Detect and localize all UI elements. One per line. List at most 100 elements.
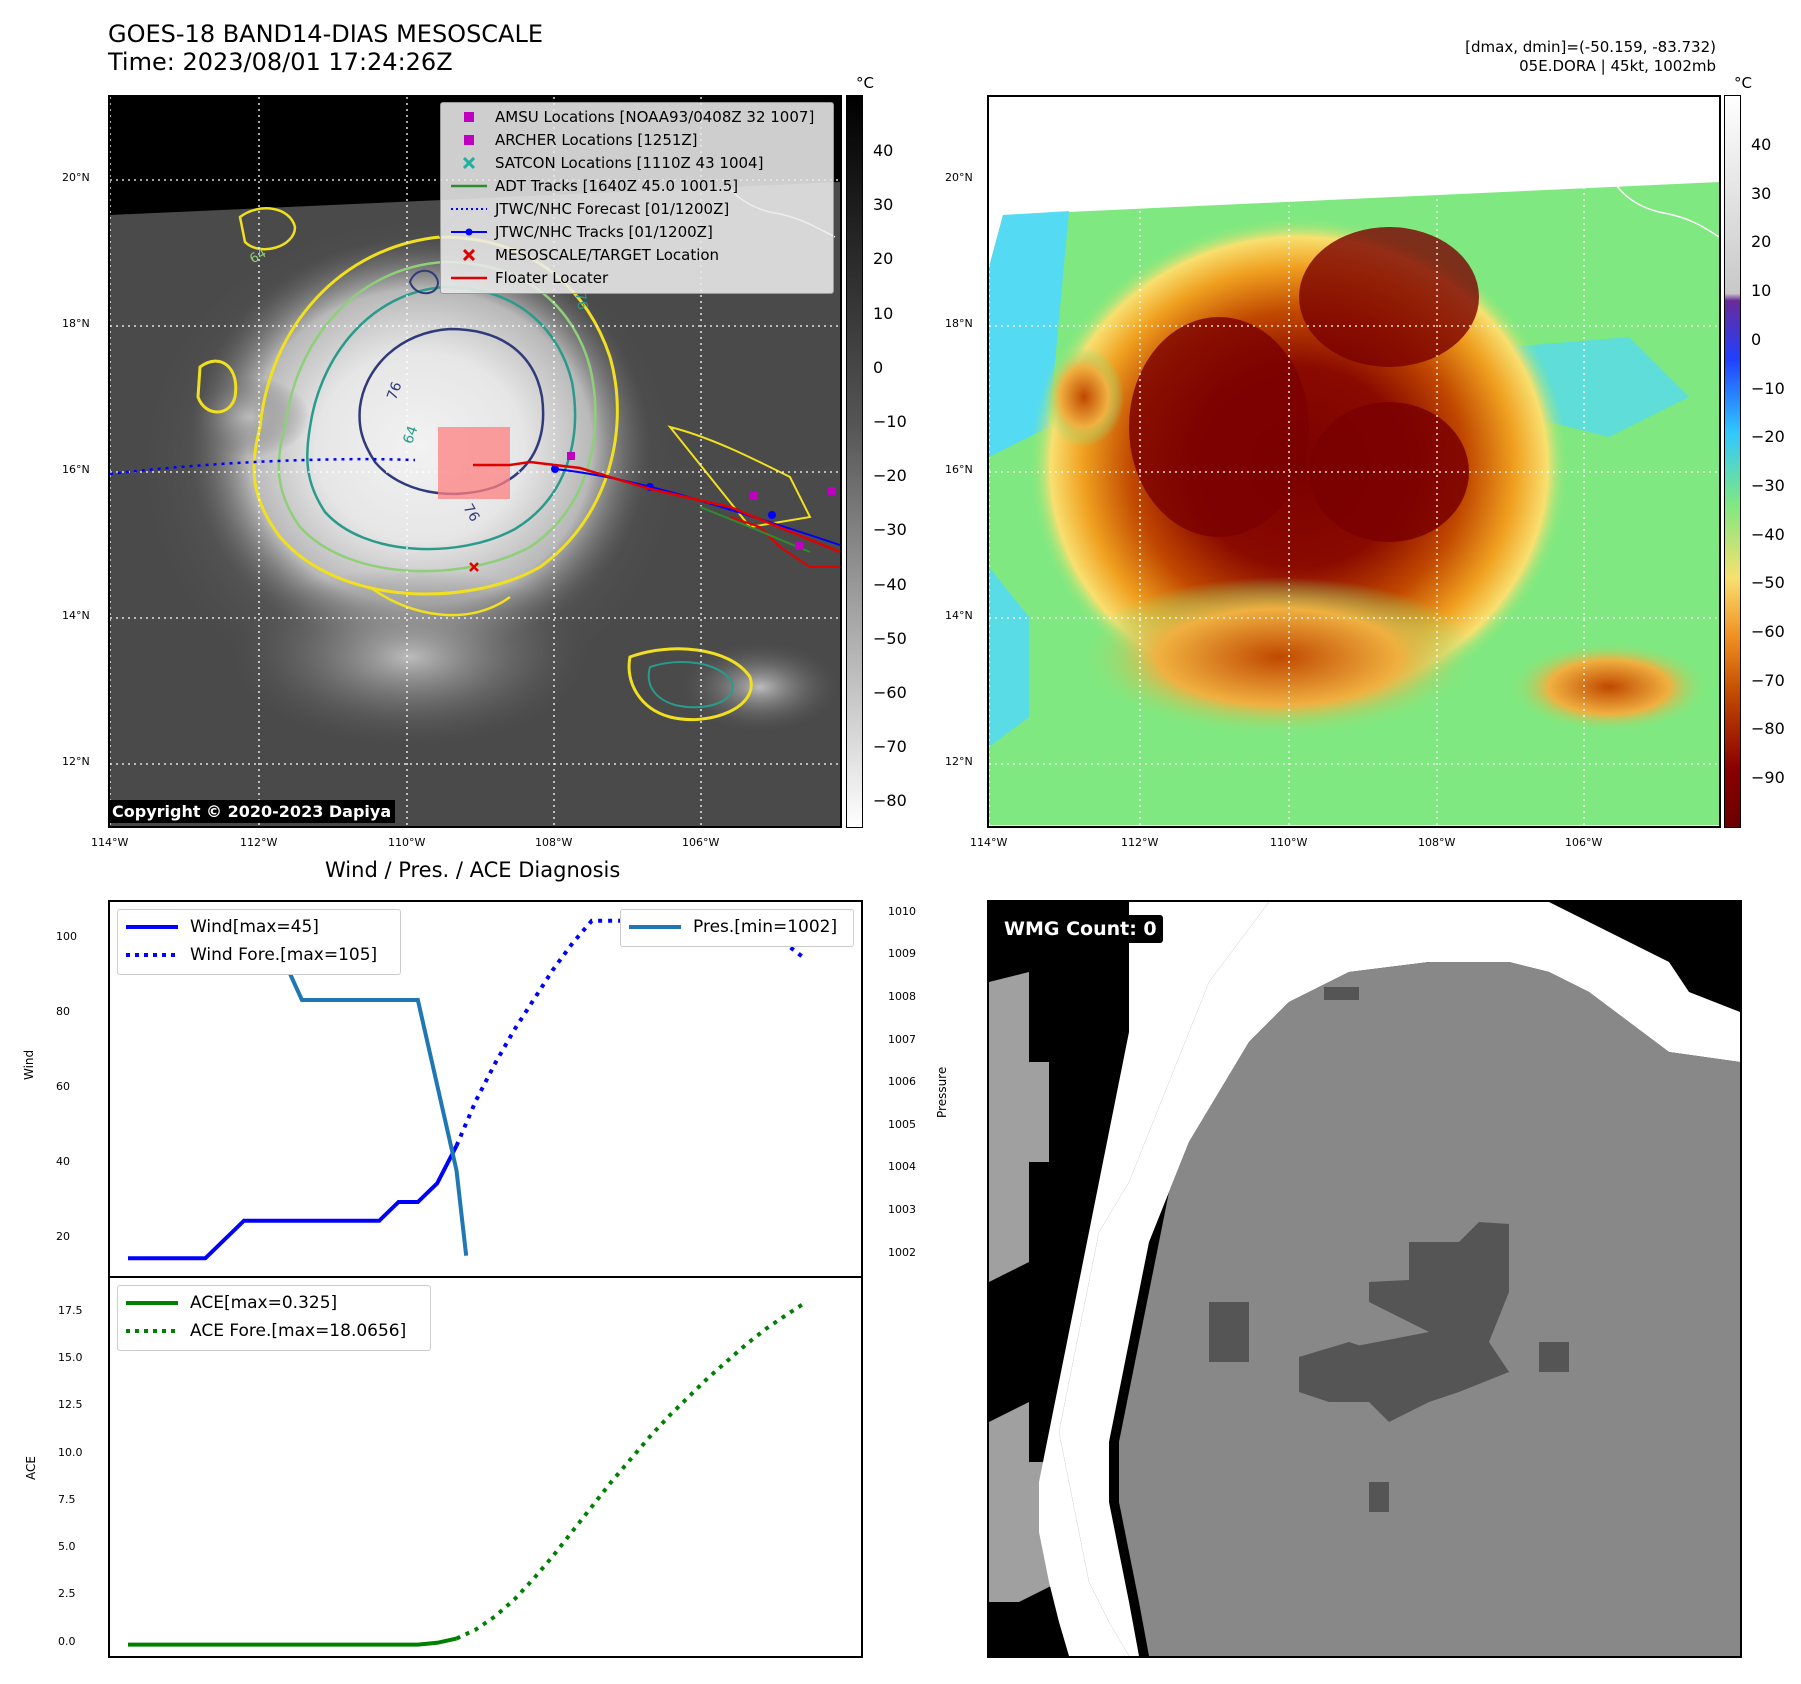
pressure-y-tick: 1007 xyxy=(888,1032,916,1046)
lat-tick-18n-right: 18°N xyxy=(945,317,973,330)
legend-label-ace: ACE[max=0.325] xyxy=(190,1293,338,1313)
colorbar-tick: 10 xyxy=(1751,281,1772,301)
copyright-label: Copyright © 2020-2023 Dapiya xyxy=(108,800,396,823)
colorbar-tick: −80 xyxy=(1751,719,1785,739)
legend-item-pressure: Pres.[min=1002] xyxy=(629,915,837,939)
colorbar-tick: −70 xyxy=(1751,670,1785,690)
ace-y-tick: 10.0 xyxy=(58,1445,83,1459)
diagnosis-title: Wind / Pres. / ACE Diagnosis xyxy=(325,858,621,882)
colorbar-tick: 30 xyxy=(873,195,894,215)
ace-y-tick: 7.5 xyxy=(58,1492,76,1506)
blue-dotted-line-icon xyxy=(449,198,489,220)
ace-y-tick: 15.0 xyxy=(58,1351,83,1365)
wind-series-line xyxy=(128,1144,459,1261)
lon-tick-114w: 114°W xyxy=(91,836,129,849)
legend-label-wind-fore: Wind Fore.[max=105] xyxy=(190,945,378,965)
dmax-dmin-readout: [dmax, dmin]=(-50.159, -83.732) xyxy=(1465,38,1716,56)
legend-item-adt: ADT Tracks [1640Z 45.0 1001.5] xyxy=(449,175,738,197)
lat-tick-12n: 12°N xyxy=(62,755,90,768)
left-colorbar-unit: °C xyxy=(856,74,874,92)
legend-label-pressure: Pres.[min=1002] xyxy=(693,917,838,937)
lon-tick-114w-right: 114°W xyxy=(970,836,1008,849)
ace-plot xyxy=(128,1301,806,1647)
wmg-classification-map xyxy=(989,902,1740,1656)
colorbar-tick: −10 xyxy=(873,412,907,431)
wind-forecast-line xyxy=(454,918,806,1147)
legend-item-ace: ACE[max=0.325] xyxy=(126,1291,337,1315)
wmg-count-label: WMG Count: 0 xyxy=(998,915,1163,943)
ace-fore-dotted-icon xyxy=(126,1319,178,1343)
ace-axis-label: ACE xyxy=(24,1456,38,1480)
colorbar-tick: 0 xyxy=(1751,329,1762,349)
wind-y-tick: 20 xyxy=(56,1229,70,1243)
wind-legend: Wind[max=45] Wind Fore.[max=105] xyxy=(117,909,401,975)
wind-axis-label: Wind xyxy=(22,1049,36,1080)
pressure-y-tick: 1009 xyxy=(888,947,916,961)
right-colorbar-unit: °C xyxy=(1734,74,1752,92)
colorbar-tick: −10 xyxy=(1751,378,1785,398)
legend-item-satcon: SATCON Locations [1110Z 43 1004] xyxy=(449,152,763,174)
lon-tick-112w-right: 112°W xyxy=(1121,836,1159,849)
pressure-y-tick: 1002 xyxy=(888,1245,916,1259)
right-colorbar xyxy=(1724,95,1741,828)
title-time: Time: 2023/08/01 17:24:26Z xyxy=(108,48,453,76)
ace-series-line xyxy=(128,1636,457,1647)
wind-y-tick: 100 xyxy=(56,929,77,943)
ace-y-tick: 2.5 xyxy=(58,1587,76,1601)
pressure-y-tick: 1005 xyxy=(888,1117,916,1131)
legend-label-floater: Floater Locater xyxy=(495,269,609,287)
lon-tick-108w: 108°W xyxy=(535,836,573,849)
legend-label-tracks: JTWC/NHC Tracks [01/1200Z] xyxy=(495,223,713,241)
pressure-legend: Pres.[min=1002] xyxy=(620,909,854,947)
pressure-y-tick: 1004 xyxy=(888,1160,916,1174)
blue-line-dot-icon xyxy=(449,221,489,243)
lat-tick-14n-right: 14°N xyxy=(945,609,973,622)
lon-tick-106w-right: 106°W xyxy=(1565,836,1603,849)
colorbar-tick: 40 xyxy=(1751,135,1772,154)
colorbar-tick: −60 xyxy=(1751,622,1785,641)
ir-color-map xyxy=(987,95,1721,828)
pressure-y-tick: 1006 xyxy=(888,1075,916,1089)
legend-item-wind-fore: Wind Fore.[max=105] xyxy=(126,943,377,967)
lon-tick-112w: 112°W xyxy=(240,836,278,849)
map-legend: AMSU Locations [NOAA93/0408Z 32 1007] AR… xyxy=(440,102,834,294)
legend-item-archer: ARCHER Locations [1251Z] xyxy=(449,129,698,151)
pressure-y-tick: 1008 xyxy=(888,990,916,1003)
ace-forecast-line xyxy=(455,1301,806,1641)
magenta-square-icon xyxy=(449,129,489,151)
legend-label-adt: ADT Tracks [1640Z 45.0 1001.5] xyxy=(495,177,739,195)
legend-item-tracks: JTWC/NHC Tracks [01/1200Z] xyxy=(449,221,713,243)
colorbar-tick: −60 xyxy=(873,683,907,702)
pressure-line-icon xyxy=(629,915,681,939)
figure-title: GOES-18 BAND14-DIAS MESOSCALE Time: 2023… xyxy=(108,20,543,76)
legend-item-floater: Floater Locater xyxy=(449,267,608,289)
lat-tick-20n-right: 20°N xyxy=(945,171,973,184)
legend-item-forecast: JTWC/NHC Forecast [01/1200Z] xyxy=(449,198,729,220)
teal-x-icon xyxy=(449,152,489,174)
wind-y-tick: 60 xyxy=(56,1079,70,1093)
colorbar-tick: −40 xyxy=(873,574,907,594)
storm-info: [dmax, dmin]=(-50.159, -83.732) 05E.DORA… xyxy=(1465,38,1716,76)
green-line-icon xyxy=(449,175,489,197)
legend-label-ace-fore: ACE Fore.[max=18.0656] xyxy=(190,1321,407,1341)
wmg-panel xyxy=(987,900,1742,1658)
colorbar-tick: −50 xyxy=(873,628,907,648)
ace-legend: ACE[max=0.325] ACE Fore.[max=18.0656] xyxy=(117,1285,431,1351)
lat-tick-12n-right: 12°N xyxy=(945,755,973,768)
lat-tick-16n-right: 16°N xyxy=(945,463,973,476)
colorbar-tick: 20 xyxy=(1751,232,1772,252)
colorbar-tick: −20 xyxy=(873,466,907,486)
colorbar-tick: −30 xyxy=(873,520,907,540)
ace-y-tick: 12.5 xyxy=(58,1398,83,1412)
colorbar-tick: −40 xyxy=(1751,524,1785,544)
magenta-square-icon xyxy=(449,106,489,128)
legend-label-wind: Wind[max=45] xyxy=(190,917,319,937)
legend-item-mesoscale: MESOSCALE/TARGET Location xyxy=(449,244,719,266)
pressure-axis-label: Pressure xyxy=(935,1066,949,1118)
legend-label-amsu: AMSU Locations [NOAA93/0408Z 32 1007] xyxy=(495,108,815,126)
legend-label-satcon: SATCON Locations [1110Z 43 1004] xyxy=(495,154,764,172)
wind-fore-dotted-icon xyxy=(126,943,178,967)
wind-y-tick: 80 xyxy=(56,1004,70,1018)
lat-tick-14n: 14°N xyxy=(62,609,90,622)
colorbar-tick: −30 xyxy=(1751,475,1785,495)
